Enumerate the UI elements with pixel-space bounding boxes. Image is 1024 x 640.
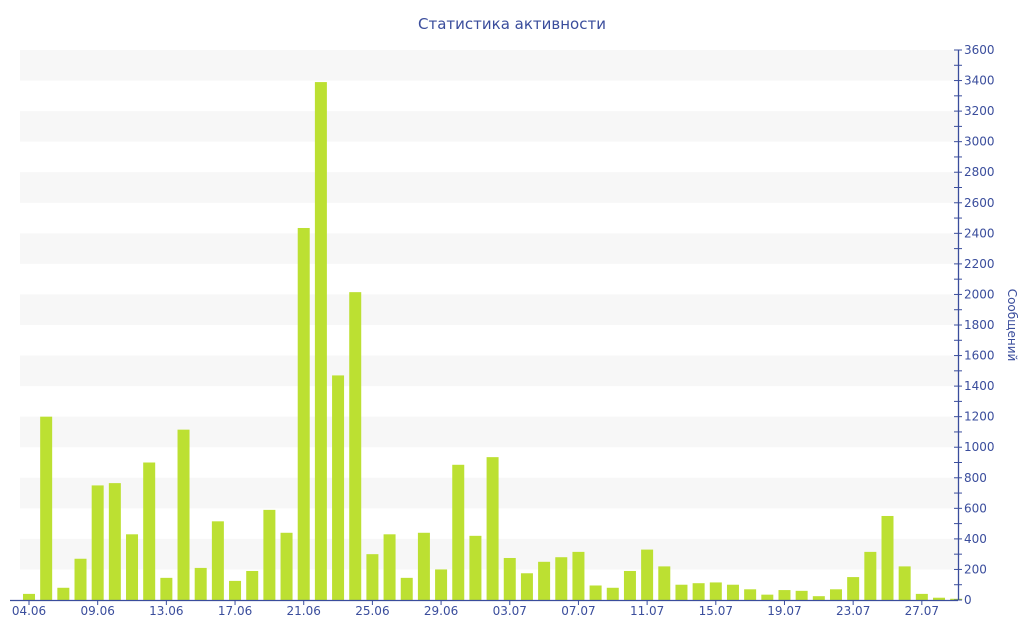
grid-band bbox=[20, 416, 958, 448]
bar bbox=[417, 532, 430, 600]
y-tick-label: 200 bbox=[964, 562, 987, 576]
grid-band bbox=[20, 50, 958, 81]
bar bbox=[692, 583, 705, 600]
bar bbox=[297, 227, 310, 600]
bar bbox=[469, 535, 482, 600]
grid-band bbox=[20, 233, 958, 264]
bar bbox=[74, 558, 87, 600]
bar bbox=[229, 580, 242, 600]
grid-band bbox=[20, 111, 958, 142]
bar bbox=[332, 375, 345, 600]
bar bbox=[349, 292, 362, 600]
bar bbox=[675, 584, 688, 600]
bar bbox=[538, 561, 551, 600]
y-tick-label: 2200 bbox=[964, 257, 995, 271]
chart-title: Статистика активности bbox=[418, 15, 606, 33]
bar bbox=[280, 532, 293, 600]
y-tick-label: 400 bbox=[964, 532, 987, 546]
bar bbox=[778, 590, 791, 600]
y-tick-label: 600 bbox=[964, 501, 987, 515]
bar bbox=[503, 557, 516, 600]
y-tick-label: 1000 bbox=[964, 440, 995, 454]
y-tick-label: 2000 bbox=[964, 287, 995, 301]
bar bbox=[623, 570, 636, 600]
bar bbox=[263, 509, 276, 600]
x-tick-label: 21.06 bbox=[287, 604, 321, 618]
x-tick-label: 11.07 bbox=[630, 604, 664, 618]
bar bbox=[435, 569, 448, 600]
y-tick-label: 2600 bbox=[964, 196, 995, 210]
y-tick-label: 3000 bbox=[964, 135, 995, 149]
x-tick-label: 15.07 bbox=[699, 604, 733, 618]
bar bbox=[57, 587, 70, 600]
bar bbox=[709, 582, 722, 600]
x-tick-label: 27.07 bbox=[905, 604, 939, 618]
bar bbox=[726, 584, 739, 600]
grid-band bbox=[20, 294, 958, 325]
x-tick-label: 23.07 bbox=[836, 604, 870, 618]
bar bbox=[915, 593, 928, 600]
bar bbox=[881, 515, 894, 600]
bar bbox=[108, 483, 121, 600]
bar bbox=[933, 597, 946, 600]
x-tick-label: 13.06 bbox=[149, 604, 183, 618]
bar bbox=[761, 594, 774, 600]
grid-band bbox=[20, 355, 958, 387]
bar bbox=[91, 485, 104, 600]
x-tick-label: 04.06 bbox=[12, 604, 46, 618]
bar bbox=[486, 457, 499, 600]
bar bbox=[160, 577, 173, 600]
y-tick-label: 0 bbox=[964, 593, 972, 607]
y-tick-label: 3600 bbox=[964, 43, 995, 57]
bar bbox=[572, 551, 585, 600]
bar bbox=[366, 554, 379, 600]
bar bbox=[864, 551, 877, 600]
bar bbox=[400, 577, 413, 600]
bar bbox=[126, 534, 139, 600]
bar bbox=[314, 82, 327, 601]
bar bbox=[23, 593, 35, 600]
x-tick-label: 03.07 bbox=[493, 604, 527, 618]
bar bbox=[40, 416, 53, 600]
bar bbox=[452, 464, 465, 600]
bar bbox=[589, 585, 602, 600]
y-tick-label: 1400 bbox=[964, 379, 995, 393]
bar bbox=[744, 589, 757, 600]
bar bbox=[177, 429, 190, 600]
bar bbox=[555, 557, 568, 600]
y-tick-label: 2800 bbox=[964, 165, 995, 179]
y-tick-label: 800 bbox=[964, 471, 987, 485]
bar bbox=[606, 587, 619, 600]
bar bbox=[246, 570, 259, 600]
y-axis-title: Сообщений bbox=[1005, 289, 1019, 362]
bar bbox=[143, 462, 156, 600]
bar bbox=[520, 573, 533, 600]
bar bbox=[847, 577, 860, 600]
x-tick-label: 17.06 bbox=[218, 604, 252, 618]
x-tick-label: 07.07 bbox=[561, 604, 595, 618]
x-tick-label: 25.06 bbox=[355, 604, 389, 618]
bar bbox=[950, 598, 963, 600]
x-tick-label: 09.06 bbox=[81, 604, 115, 618]
bar bbox=[641, 549, 654, 600]
bar bbox=[812, 596, 825, 600]
bar bbox=[795, 590, 808, 600]
bar bbox=[194, 567, 207, 600]
y-tick-label: 1800 bbox=[964, 318, 995, 332]
y-tick-label: 2400 bbox=[964, 226, 995, 240]
grid-band bbox=[20, 172, 958, 203]
bar bbox=[211, 521, 224, 600]
bar bbox=[898, 566, 911, 600]
bar bbox=[658, 566, 671, 600]
bar bbox=[829, 589, 842, 600]
y-tick-label: 1600 bbox=[964, 349, 995, 363]
y-tick-label: 1200 bbox=[964, 410, 995, 424]
y-tick-label: 3200 bbox=[964, 104, 995, 118]
x-tick-label: 29.06 bbox=[424, 604, 458, 618]
bar bbox=[383, 534, 396, 600]
y-tick-label: 3400 bbox=[964, 74, 995, 88]
x-tick-label: 19.07 bbox=[767, 604, 801, 618]
